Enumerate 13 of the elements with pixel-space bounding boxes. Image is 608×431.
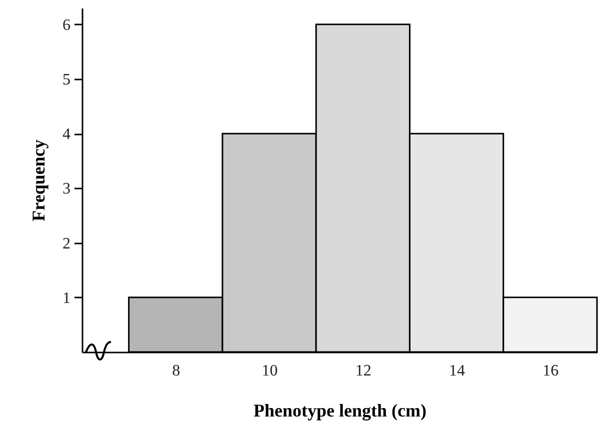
y-tick-label: 2 (62, 235, 70, 252)
x-axis-title: Phenotype length (cm) (254, 400, 426, 420)
y-tick-label: 4 (62, 126, 70, 144)
x-tick-label: 8 (172, 362, 180, 380)
y-tick-label: 3 (62, 180, 70, 198)
y-tick-label: 1 (62, 290, 70, 307)
y-axis-title: Frequency (28, 140, 48, 222)
x-tick-label: 14 (449, 362, 466, 380)
x-tick-label: 12 (355, 362, 372, 380)
x-tick-label: 10 (262, 362, 278, 380)
y-tick-label: 6 (62, 16, 70, 34)
x-tick-label: 16 (542, 362, 559, 380)
y-tick-label: 5 (62, 71, 70, 88)
